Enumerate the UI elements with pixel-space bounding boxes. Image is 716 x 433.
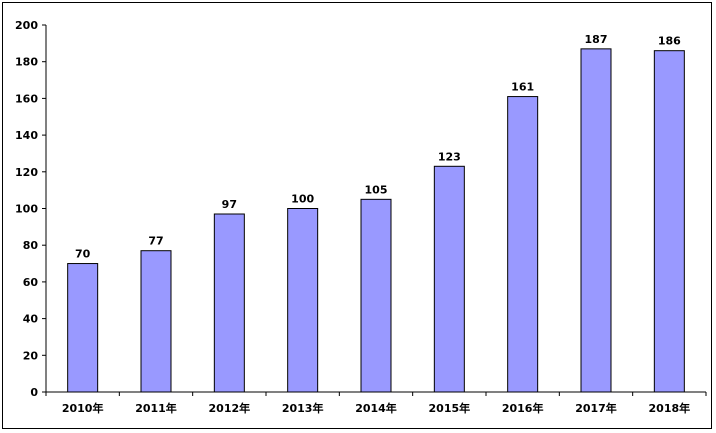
y-tick-label: 120: [15, 166, 38, 179]
bar: [580, 48, 612, 393]
x-tick-label: 2012年: [209, 401, 251, 415]
bar: [67, 263, 99, 393]
x-tick-label: 2014年: [355, 401, 397, 415]
bar: [213, 213, 245, 393]
data-label: 77: [148, 235, 163, 248]
x-tick-label: 2015年: [429, 401, 471, 415]
y-tick-label: 40: [23, 313, 39, 326]
bars: [67, 48, 685, 393]
data-label: 186: [658, 35, 681, 48]
bar: [287, 208, 319, 393]
data-label: 105: [365, 183, 388, 196]
data-label: 100: [291, 193, 314, 206]
data-label: 187: [585, 33, 608, 46]
data-label: 161: [511, 81, 534, 94]
x-tick-label: 2016年: [502, 401, 544, 415]
bar: [653, 50, 685, 393]
data-label: 97: [222, 198, 237, 211]
y-tick-label: 160: [15, 92, 38, 105]
x-tick-label: 2011年: [135, 401, 177, 415]
bar-chart: 0 20 40 60 80 100 120 140 160 180 200 70 2010年 77 2011…: [15, 19, 707, 415]
bar: [140, 250, 172, 393]
y-tick-label: 80: [23, 239, 39, 252]
x-tick-label: 2018年: [649, 401, 691, 415]
data-label: 70: [75, 248, 91, 261]
y-tick-label: 180: [15, 56, 38, 69]
bar: [360, 198, 392, 393]
y-tick-label: 0: [30, 386, 38, 399]
x-tick-label: 2013年: [282, 401, 324, 415]
x-tick-label: 2010年: [62, 401, 104, 415]
data-label: 123: [438, 150, 461, 163]
bar: [433, 165, 465, 393]
chart-frame: 0 20 40 60 80 100 120 140 160 180 200 70 2010年 77 2011…: [2, 2, 712, 429]
y-tick-label: 140: [15, 129, 38, 142]
y-tick-label: 100: [15, 203, 38, 216]
x-tick-label: 2017年: [575, 401, 617, 415]
bar: [507, 96, 539, 393]
y-tick-label: 200: [15, 19, 38, 32]
labels: 0 20 40 60 80 100 120 140 160 180 200 70 2010年 77 2011…: [15, 19, 690, 415]
y-tick-label: 20: [23, 349, 39, 362]
y-tick-label: 60: [23, 276, 39, 289]
